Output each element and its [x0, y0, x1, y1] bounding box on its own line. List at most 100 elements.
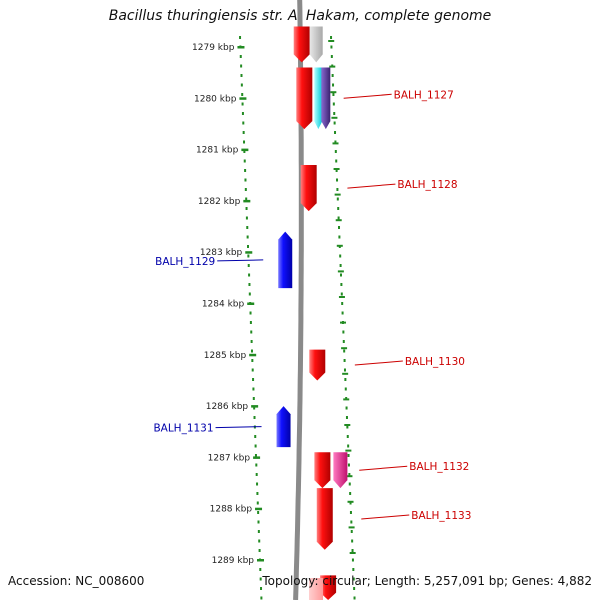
outer-scale-dot [330, 55, 333, 58]
tick-mark [255, 507, 263, 511]
outer-scale-dot [342, 340, 345, 343]
gene-balh-1129 [278, 231, 293, 289]
inner-scale-dot [257, 511, 260, 514]
outer-scale-dot [336, 197, 339, 201]
outer-scale-dot [352, 577, 355, 581]
gene-feature-purple [321, 67, 331, 130]
tick-label: 1286 kbp [206, 402, 249, 412]
inner-scale-dot [255, 473, 258, 476]
inner-scale-dot [249, 311, 252, 315]
outer-scale-dash [349, 552, 356, 554]
outer-scale-dot [339, 264, 342, 267]
outer-scale-dash [348, 526, 355, 529]
outer-scale-dot [341, 302, 344, 305]
label-balh-1133: BALH_1133 [411, 510, 471, 522]
inner-scale-dot [240, 74, 243, 77]
inner-scale-dot [246, 226, 249, 229]
outer-scale-dot [340, 283, 343, 286]
outer-scale-dot [348, 482, 351, 486]
inner-scale-dot [244, 178, 247, 182]
label-balh-1132: BALH_1132 [409, 461, 469, 473]
inner-scale-dot [241, 102, 244, 106]
outer-scale-dot [334, 131, 337, 134]
outer-scale-dash [342, 372, 349, 375]
outer-scale-dot [333, 121, 336, 125]
outer-scale-dot [340, 292, 343, 296]
label-balh-1131-leader [215, 426, 262, 429]
inner-scale-dot [254, 444, 257, 448]
accession-label: Accession: NC_008600 [8, 574, 145, 588]
outer-scale-dot [332, 83, 335, 87]
tick-label: 1288 kbp [210, 505, 253, 515]
outer-scale-dot [330, 36, 333, 39]
outer-scale-dot [353, 587, 356, 590]
gene-balh-1128 [300, 164, 317, 212]
genes-layer [276, 26, 348, 600]
outer-scale-dot [336, 188, 339, 191]
inner-scale-dot [248, 273, 251, 277]
inner-scale-dot [258, 549, 261, 552]
outer-scale-dot [332, 93, 335, 96]
outer-scale-dot [345, 406, 348, 410]
outer-scale-dot [349, 492, 352, 495]
tick-label: 1279 kbp [192, 43, 235, 53]
outer-scale-dot [347, 444, 350, 448]
tick-label: 1289 kbp [212, 556, 255, 566]
inner-scale-dot [253, 416, 256, 419]
outer-scale-dash [338, 296, 345, 298]
inner-scale-dot [242, 121, 245, 125]
outer-scale-dot [338, 235, 341, 239]
label-balh-1130-leader [354, 360, 403, 366]
outer-scale-dash [335, 219, 342, 222]
tick-label: 1284 kbp [202, 300, 245, 310]
outer-scale-dot [341, 311, 344, 315]
outer-scale-dash [334, 193, 341, 196]
outer-scale-dot [331, 74, 334, 77]
inner-scale-dot [243, 159, 246, 163]
tick-mark [253, 456, 261, 459]
labels-layer: BALH_1127 BALH_1128 BALH_1129 BALH_1130 BALH… [153, 89, 471, 522]
outer-scale-dash [340, 321, 347, 324]
tick-mark [247, 302, 255, 305]
inner-scale-dot [251, 368, 254, 372]
inner-scale-dot [251, 359, 254, 362]
inner-scale-dot [260, 587, 263, 590]
outer-scale-dot [349, 501, 352, 505]
inner-scale-dot [245, 197, 248, 201]
label-balh-1130: BALH_1130 [405, 356, 465, 368]
tick-label: 1283 kbp [200, 248, 243, 258]
inner-scale-dot [241, 93, 244, 96]
inner-scale-dot [256, 501, 259, 505]
inner-scale-dot [241, 112, 244, 115]
inner-scale-dot [245, 207, 248, 210]
inner-scale-dot [239, 55, 242, 58]
inner-scale-dot [247, 245, 249, 248]
outer-scale-dash [332, 142, 339, 145]
outer-scale-dot [346, 425, 349, 429]
outer-scale-dot [349, 511, 352, 514]
outer-scale-dot [346, 435, 349, 438]
inner-scale-dot [259, 577, 262, 581]
label-balh-1127-leader [343, 93, 392, 99]
outer-scale-dash [336, 244, 343, 247]
inner-scale-dot [247, 264, 250, 267]
outer-scale-dot [347, 463, 350, 467]
tick-mark [249, 353, 257, 357]
inner-scale-dot [248, 292, 251, 296]
inner-scale-dot [257, 530, 260, 533]
outer-scale-dash [330, 91, 337, 94]
scale-dots-layer [239, 36, 356, 600]
inner-scale-dot [256, 482, 259, 486]
outer-scale-dash [346, 475, 353, 478]
outer-scale-dot [350, 530, 353, 533]
gene-feature-gray [309, 26, 323, 63]
outer-scale-dot [351, 549, 354, 552]
inner-scale-dot [239, 36, 242, 39]
outer-scale-dot [350, 520, 353, 524]
inner-scale-dot [259, 568, 262, 571]
inner-scale-dot [250, 330, 253, 334]
outer-scale-dash [344, 424, 351, 426]
inner-scale-dot [260, 596, 263, 600]
outer-scale-dash [328, 40, 335, 42]
label-balh-1131: BALH_1131 [153, 423, 213, 435]
